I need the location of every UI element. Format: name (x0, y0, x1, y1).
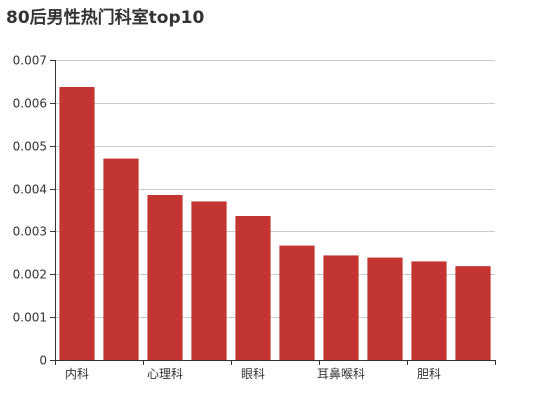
x-tick-label: 眼科 (241, 367, 265, 381)
bar (147, 195, 183, 360)
y-tick-label: 0.003 (13, 225, 47, 239)
y-tick-label: 0.002 (13, 268, 47, 282)
bars (59, 87, 491, 360)
bar (235, 216, 271, 360)
y-tick-label: 0.004 (13, 183, 47, 197)
bar (59, 87, 95, 360)
y-tick-label: 0.007 (13, 54, 47, 68)
bar (411, 261, 447, 360)
y-tick-label: 0.005 (13, 140, 47, 154)
axes (50, 60, 496, 365)
bar (191, 201, 227, 360)
bar (455, 266, 491, 360)
x-tick-label: 心理科 (147, 367, 183, 381)
tick-labels: 0 0.001 0.002 0.003 0.004 0.005 0.006 0.007 内科 心理… (13, 54, 441, 382)
bar (103, 158, 139, 360)
y-tick-label: 0.001 (13, 311, 47, 325)
x-tick-label: 内科 (65, 367, 89, 381)
y-tick-label: 0.006 (13, 97, 47, 111)
chart-title: 80后男性热门科室top10 (6, 8, 205, 28)
bar (323, 255, 359, 360)
y-tick-label: 0 (39, 354, 47, 368)
bar (279, 245, 315, 360)
x-tick-label: 胆科 (417, 367, 441, 381)
bar (367, 257, 403, 360)
x-tick-label: 耳鼻喉科 (317, 366, 365, 381)
